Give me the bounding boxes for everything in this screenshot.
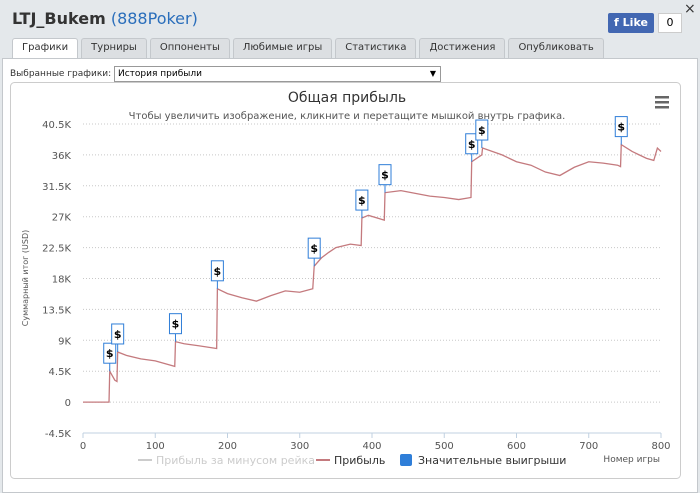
- y-tick-label: 13.5K: [42, 305, 71, 316]
- legend-item[interactable]: Значительные выигрыши: [400, 454, 566, 467]
- win-flag: $: [103, 342, 117, 372]
- flag-box: [307, 237, 321, 259]
- x-tick-label: 0: [80, 441, 86, 452]
- flag-box: [355, 189, 369, 211]
- selector-label: Выбранные графики:: [10, 69, 112, 79]
- chart-subtitle: Чтобы увеличить изображение, кликните и …: [129, 111, 566, 122]
- flag-text: $: [310, 242, 318, 255]
- flag-text: $: [114, 328, 122, 341]
- flag-box: [475, 119, 489, 141]
- legend-symbol: [400, 454, 412, 466]
- chart-selector[interactable]: История прибыли ▼: [114, 66, 441, 82]
- y-tick-label: 31.5K: [42, 182, 71, 193]
- y-tick-label: 0: [65, 398, 71, 409]
- win-flag: $: [168, 313, 182, 342]
- close-button[interactable]: ×: [684, 1, 696, 17]
- tab[interactable]: Опубликовать: [508, 38, 604, 58]
- chart-frame: [10, 82, 681, 479]
- tab-bar: Графики Турниры Оппоненты Любимые игры Стати…: [12, 38, 604, 58]
- header: LTJ_Bukem (888Poker) f Like 0 ×: [0, 0, 700, 36]
- legend-label: Значительные выигрыши: [418, 454, 566, 467]
- win-flag: $: [614, 116, 628, 145]
- win-flag: $: [307, 237, 321, 267]
- flag-box: [465, 133, 479, 155]
- x-tick-label: 600: [507, 441, 526, 452]
- x-tick-label: 400: [362, 441, 381, 452]
- x-tick-label: 800: [651, 441, 670, 452]
- y-axis-label: Суммарный итог (USD): [21, 230, 30, 327]
- chart: Общая прибыль Чтобы увеличить изображени…: [10, 82, 681, 479]
- flag-text: $: [381, 169, 389, 182]
- legend-item[interactable]: Прибыль: [316, 454, 385, 467]
- flag-text: $: [478, 124, 486, 137]
- legend-label: Прибыль: [334, 454, 385, 467]
- menu-icon[interactable]: [655, 96, 669, 109]
- win-flag: $: [465, 133, 479, 162]
- x-tick-label: 200: [218, 441, 237, 452]
- player-name: LTJ_Bukem: [12, 9, 106, 28]
- y-tick-label: 9K: [58, 336, 71, 347]
- y-tick-label: 36K: [52, 151, 72, 162]
- legend-item[interactable]: Прибыль за минусом рейка: [138, 454, 315, 467]
- win-flag: $: [111, 323, 125, 352]
- flag-text: $: [617, 121, 625, 134]
- x-axis-label: Номер игры: [603, 455, 660, 465]
- y-tick-label: -4.5K: [45, 429, 72, 440]
- chart-title: Общая прибыль: [288, 90, 406, 106]
- dropdown-arrow: ▼: [429, 69, 436, 78]
- site-link[interactable]: (888Poker): [110, 9, 198, 28]
- y-tick-label: 4.5K: [49, 367, 72, 378]
- flag-box: [378, 164, 392, 186]
- x-tick-label: 300: [290, 441, 309, 452]
- flag-text: $: [468, 138, 476, 151]
- win-flag: $: [475, 119, 489, 149]
- flag-box: [168, 313, 182, 335]
- x-tick-label: 100: [146, 441, 165, 452]
- tab[interactable]: Статистика: [335, 38, 417, 58]
- flag-text: $: [214, 265, 222, 278]
- player-title: LTJ_Bukem (888Poker): [12, 9, 198, 28]
- tab[interactable]: Оппоненты: [149, 38, 230, 58]
- y-tick-label: 18K: [52, 275, 72, 286]
- x-tick-label: 700: [579, 441, 598, 452]
- flag-box: [210, 260, 224, 282]
- tab[interactable]: Графики: [12, 38, 79, 58]
- flag-box: [103, 342, 117, 364]
- legend-label: Прибыль за минусом рейка: [156, 454, 315, 467]
- win-flag: $: [378, 164, 392, 193]
- y-tick-label: 22.5K: [42, 244, 71, 255]
- y-tick-label: 27K: [52, 213, 72, 224]
- tab[interactable]: Любимые игры: [232, 38, 333, 58]
- flag-text: $: [106, 347, 114, 360]
- win-flag: $: [355, 189, 369, 219]
- tab[interactable]: Достижения: [419, 38, 506, 58]
- flag-text: $: [358, 194, 366, 207]
- tab[interactable]: Турниры: [81, 38, 147, 58]
- flag-box: [614, 116, 628, 138]
- win-flag: $: [210, 260, 224, 289]
- selector-value: История прибыли: [118, 69, 202, 79]
- x-tick-label: 500: [435, 441, 454, 452]
- y-tick-label: 40.5K: [42, 120, 71, 131]
- like-count: 0: [658, 13, 682, 33]
- like-button[interactable]: f Like: [608, 13, 654, 33]
- flag-text: $: [172, 318, 180, 331]
- like-text: Like: [622, 16, 648, 29]
- flag-box: [111, 323, 125, 345]
